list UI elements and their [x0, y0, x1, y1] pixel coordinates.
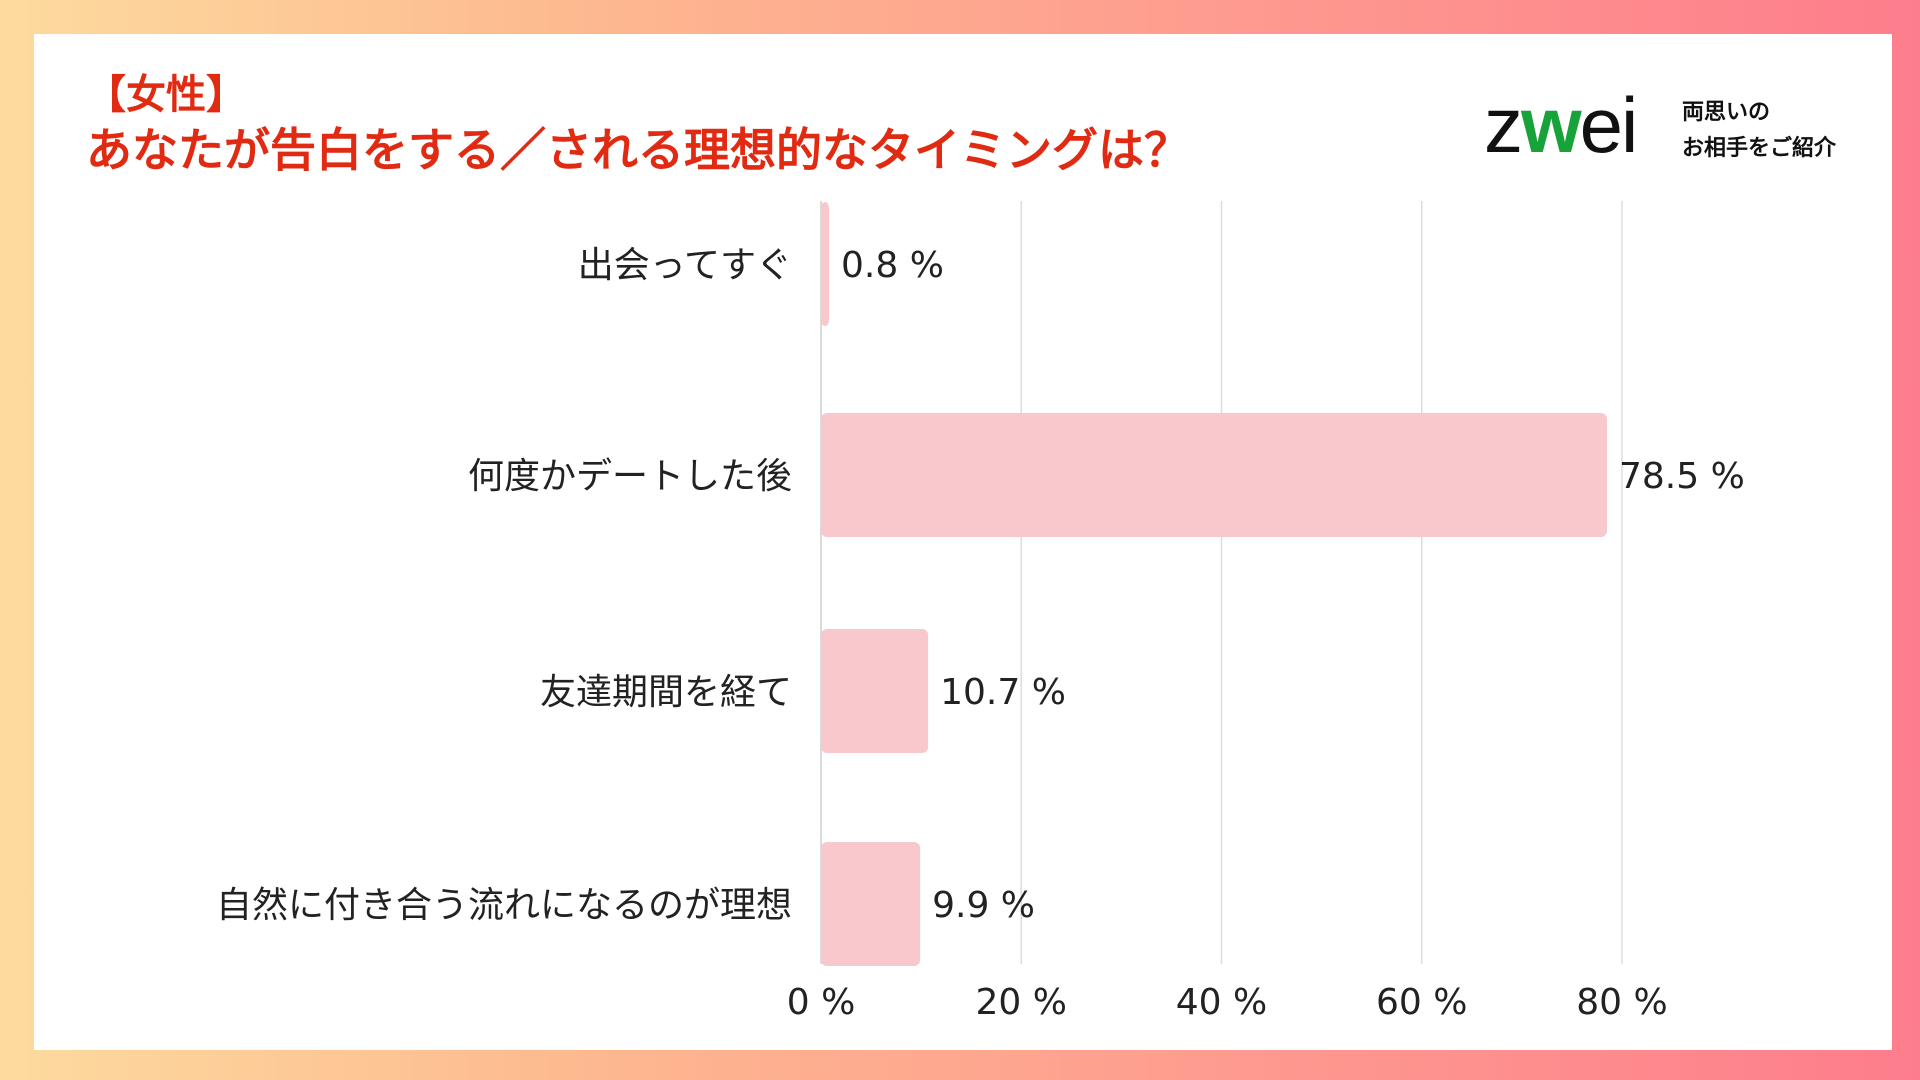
x-tick-label-60: 60 % [1376, 982, 1467, 1023]
logo-letter-z: z [1484, 81, 1523, 169]
bar-2 [821, 629, 929, 753]
logo-tagline-2: お相手をご紹介 [1682, 135, 1837, 161]
x-tick-label-20: 20 % [976, 982, 1067, 1023]
bar-1 [821, 413, 1607, 537]
value-label-1: 78.5 % [1619, 456, 1745, 497]
category-label-1: 何度かデートした後 [468, 456, 792, 497]
value-labels: 0.8 % 78.5 % 10.7 % 9.9 % [841, 245, 1745, 926]
bars [821, 202, 1607, 966]
zwei-logo: zwei 両思いの お相手をご紹介 [1484, 86, 1884, 196]
category-label-2: 友達期間を経て [540, 672, 792, 713]
logo-letters-ei: ei [1579, 81, 1639, 169]
page-title-tag: 【女性】 [86, 72, 246, 118]
value-label-0: 0.8 % [841, 245, 944, 286]
bar-0 [821, 202, 830, 326]
chart-card: 【女性】 あなたが告白をする／される理想的なタイミングは？ zwei 両思いの … [34, 34, 1892, 1050]
category-label-0: 出会ってすぐ [578, 245, 792, 286]
logo-wordmark: zwei [1484, 86, 1638, 164]
x-axis-ticks: 0 % 20 % 40 % 60 % 80 % [787, 982, 1668, 1023]
logo-tagline-1: 両思いの [1682, 99, 1771, 125]
x-tick-label-80: 80 % [1576, 982, 1667, 1023]
bar-3 [821, 842, 921, 966]
page-title: あなたが告白をする／される理想的なタイミングは？ [86, 123, 1190, 177]
category-label-3: 自然に付き合う流れになるのが理想 [216, 885, 792, 926]
value-label-2: 10.7 % [940, 672, 1066, 713]
x-tick-label-40: 40 % [1176, 982, 1267, 1023]
grid-lines [820, 201, 1623, 964]
value-label-3: 9.9 % [932, 885, 1035, 926]
x-tick-label-0: 0 % [787, 982, 856, 1023]
heart-w-icon: w [1521, 81, 1582, 169]
